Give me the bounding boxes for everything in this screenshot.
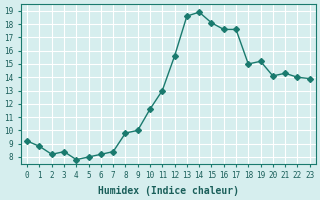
X-axis label: Humidex (Indice chaleur): Humidex (Indice chaleur) [98,186,239,196]
